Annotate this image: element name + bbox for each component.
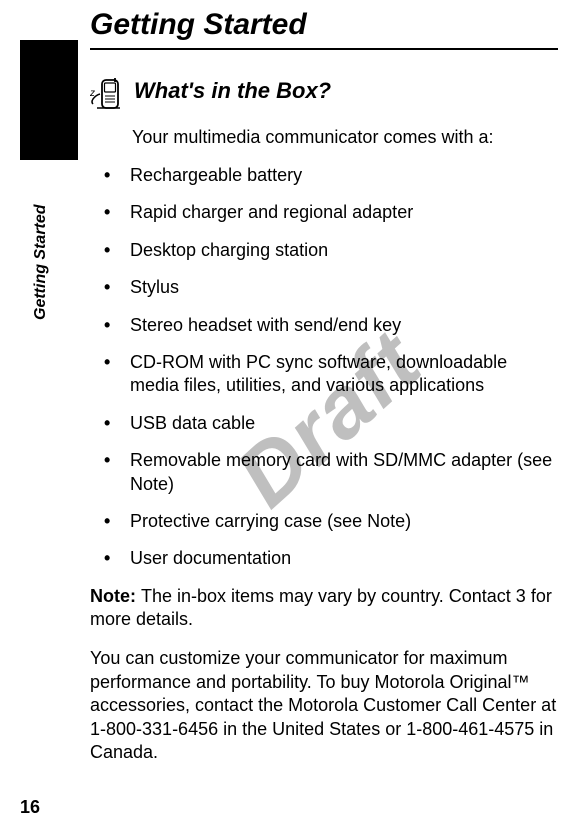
- bullet-icon: •: [104, 314, 130, 337]
- customize-paragraph: You can customize your communicator for …: [90, 647, 558, 764]
- list-item-text: CD-ROM with PC sync software, downloadab…: [130, 351, 558, 398]
- list-item-text: Removable memory card with SD/MMC adapte…: [130, 449, 558, 496]
- bullet-icon: •: [104, 510, 130, 533]
- phone-icon: z: [90, 76, 124, 119]
- list-item: •Stereo headset with send/end key: [104, 314, 558, 337]
- note-paragraph: Note: The in-box items may vary by count…: [90, 585, 558, 632]
- list-item: •CD-ROM with PC sync software, downloada…: [104, 351, 558, 398]
- bullet-icon: •: [104, 276, 130, 299]
- content-area: z What's in the Box? Your multimedia com…: [90, 78, 558, 764]
- list-item-text: Protective carrying case (see Note): [130, 510, 558, 533]
- list-item-text: Rapid charger and regional adapter: [130, 201, 558, 224]
- section-title: What's in the Box?: [134, 78, 331, 104]
- intro-text: Your multimedia communicator comes with …: [132, 127, 558, 148]
- list-item: •Rechargeable battery: [104, 164, 558, 187]
- page-number: 16: [20, 797, 40, 818]
- list-item-text: Desktop charging station: [130, 239, 558, 262]
- section-header-row: z What's in the Box?: [90, 78, 558, 119]
- box-contents-list: •Rechargeable battery •Rapid charger and…: [104, 164, 558, 571]
- list-item-text: Stylus: [130, 276, 558, 299]
- list-item: •Desktop charging station: [104, 239, 558, 262]
- list-item-text: Rechargeable battery: [130, 164, 558, 187]
- note-text: The in-box items may vary by country. Co…: [90, 586, 552, 629]
- side-label: Getting Started: [32, 204, 50, 320]
- bullet-icon: •: [104, 351, 130, 374]
- chapter-title: Getting Started: [90, 8, 582, 42]
- list-item: •Protective carrying case (see Note): [104, 510, 558, 533]
- list-item: •Rapid charger and regional adapter: [104, 201, 558, 224]
- bullet-icon: •: [104, 547, 130, 570]
- list-item: •Stylus: [104, 276, 558, 299]
- bullet-icon: •: [104, 239, 130, 262]
- bullet-icon: •: [104, 201, 130, 224]
- bullet-icon: •: [104, 164, 130, 187]
- list-item: •User documentation: [104, 547, 558, 570]
- bullet-icon: •: [104, 449, 130, 472]
- list-item-text: USB data cable: [130, 412, 558, 435]
- note-label: Note:: [90, 586, 141, 606]
- list-item: •Removable memory card with SD/MMC adapt…: [104, 449, 558, 496]
- list-item-text: Stereo headset with send/end key: [130, 314, 558, 337]
- list-item-text: User documentation: [130, 547, 558, 570]
- bullet-icon: •: [104, 412, 130, 435]
- title-rule: [90, 48, 558, 50]
- svg-text:z: z: [90, 88, 95, 99]
- document-page: Draft Getting Started Getting Started z …: [0, 0, 582, 838]
- side-tab-black: [20, 40, 78, 160]
- list-item: •USB data cable: [104, 412, 558, 435]
